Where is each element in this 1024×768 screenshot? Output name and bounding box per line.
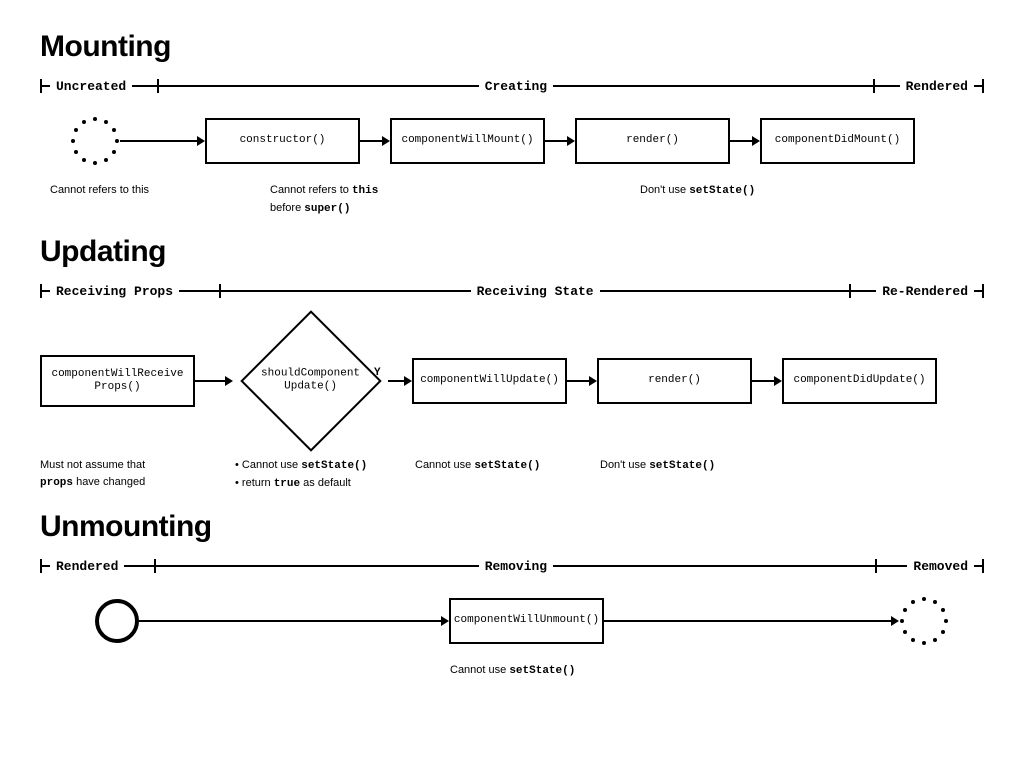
solid-circle-icon: [95, 599, 139, 643]
node-componentdidupdate: componentDidUpdate(): [782, 358, 937, 404]
node-render: render(): [575, 118, 730, 164]
arrow-icon: [388, 375, 412, 387]
phase-bar-updating: Receiving Props Receiving State Re-Rende…: [40, 281, 984, 301]
phase-label: Receiving Props: [50, 284, 179, 299]
section-unmounting: Unmounting Rendered Removing Removed com…: [40, 510, 984, 680]
phase-label: Receiving State: [471, 284, 600, 299]
note: Don't use setState(): [600, 457, 755, 492]
note: Cannot refers to this: [50, 182, 205, 217]
notes-row-mounting: Cannot refers to this Cannot refers to t…: [40, 172, 984, 217]
node-constructor: constructor(): [205, 118, 360, 164]
phase-label: Removing: [479, 559, 553, 574]
phase-label: Uncreated: [50, 79, 132, 94]
notes-row-unmounting: Cannot use setState(): [40, 652, 984, 680]
dotted-circle-icon: [899, 596, 949, 646]
note: Don't use setState(): [640, 182, 795, 217]
node-uncreated: [70, 116, 120, 166]
node-componentwillmount: componentWillMount(): [390, 118, 545, 164]
phase-label: Creating: [479, 79, 553, 94]
arrow-icon: [604, 615, 899, 627]
arrow-icon: [730, 135, 760, 147]
note: • Cannot use setState()• return true as …: [235, 457, 410, 492]
node-componentwillreceiveprops: componentWillReceiveProps(): [40, 355, 195, 407]
arrow-icon: [360, 135, 390, 147]
heading-updating: Updating: [40, 235, 984, 269]
section-mounting: Mounting Uncreated Creating Rendered con…: [40, 30, 984, 217]
phase-bar-mounting: Uncreated Creating Rendered: [40, 76, 984, 96]
phase-label: Removed: [907, 559, 974, 574]
flow-row-mounting: constructor() componentWillMount() rende…: [40, 116, 984, 166]
note: Cannot use setState(): [450, 662, 605, 680]
section-updating: Updating Receiving Props Receiving State…: [40, 235, 984, 492]
phase-label: Rendered: [900, 79, 974, 94]
phase-label: Rendered: [50, 559, 124, 574]
notes-row-updating: Must not assume thatprops have changed •…: [40, 447, 984, 492]
arrow-icon: [139, 615, 449, 627]
dotted-circle-icon: [70, 116, 120, 166]
node-componentwillupdate: componentWillUpdate(): [412, 358, 567, 404]
note: Cannot use setState(): [415, 457, 570, 492]
node-componentwillunmount: componentWillUnmount(): [449, 598, 604, 644]
node-shouldcomponentupdate: shouldComponentUpdate(): [233, 321, 388, 441]
node-render: render(): [597, 358, 752, 404]
flow-row-unmounting: componentWillUnmount(): [40, 596, 984, 646]
arrow-icon: [545, 135, 575, 147]
node-componentdidmount: componentDidMount(): [760, 118, 915, 164]
heading-unmounting: Unmounting: [40, 510, 984, 544]
arrow-icon: [752, 375, 782, 387]
arrow-icon: [195, 375, 233, 387]
phase-label: Re-Rendered: [876, 284, 974, 299]
edge-label-y: Y: [374, 367, 381, 379]
note: Must not assume thatprops have changed: [40, 457, 205, 492]
note: Cannot refers to thisbefore super(): [270, 182, 425, 217]
heading-mounting: Mounting: [40, 30, 984, 64]
flow-row-updating: componentWillReceiveProps() shouldCompon…: [40, 321, 984, 441]
arrow-icon: [567, 375, 597, 387]
arrow-icon: [120, 135, 205, 147]
phase-bar-unmounting: Rendered Removing Removed: [40, 556, 984, 576]
